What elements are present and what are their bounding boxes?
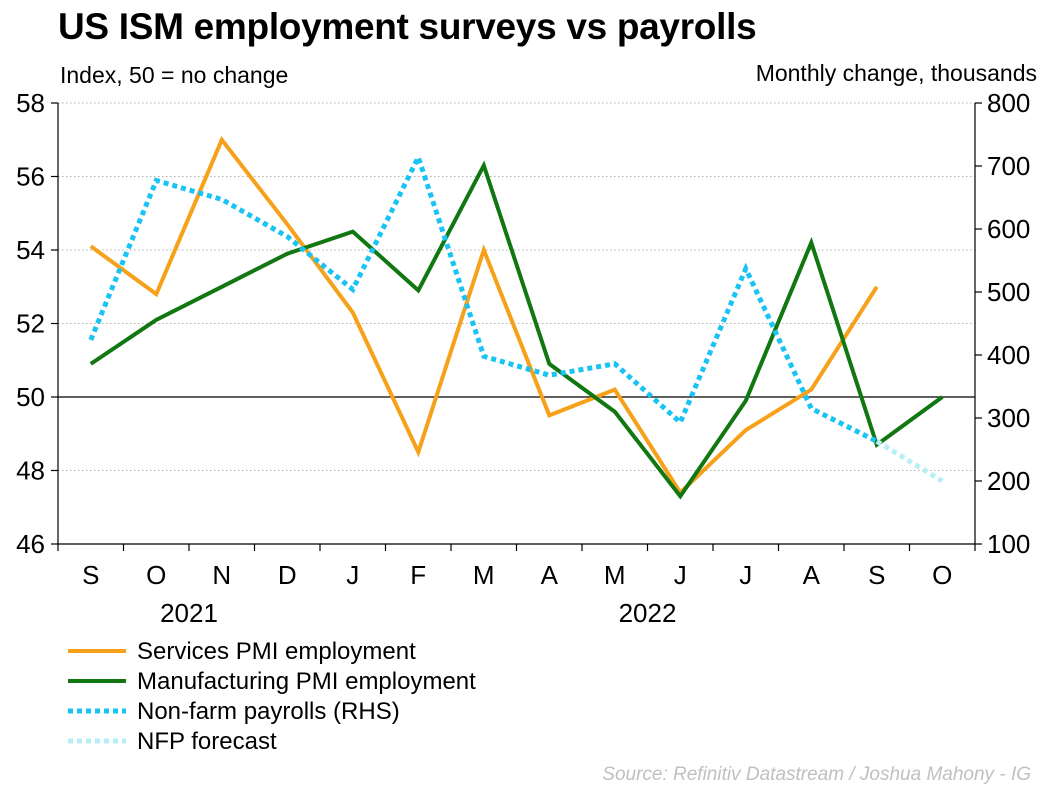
x-tick-label: A xyxy=(541,560,559,590)
x-tick-label: O xyxy=(146,560,166,590)
legend-label-non-farm-payrolls-rhs: Non-farm payrolls (RHS) xyxy=(137,698,400,725)
left-tick-label: 46 xyxy=(16,529,45,559)
left-axis-unit-label: Index, 50 = no change xyxy=(60,62,289,88)
right-tick-label: 500 xyxy=(987,277,1030,307)
series-line-manufacturing-pmi-employment xyxy=(89,160,944,500)
right-tick-label: 400 xyxy=(987,340,1030,370)
series-line-non-farm-payrolls-rhs xyxy=(88,150,878,444)
legend-label-services-pmi-employment: Services PMI employment xyxy=(137,638,416,665)
left-tick-label: 50 xyxy=(16,382,45,412)
x-tick-label: D xyxy=(278,560,297,590)
series-lines xyxy=(88,135,944,500)
right-tick-label: 600 xyxy=(987,214,1030,244)
gridlines xyxy=(58,102,975,471)
x-tick-label: J xyxy=(674,560,687,590)
x-tick-label: M xyxy=(604,560,626,590)
left-tick-label: 52 xyxy=(16,309,45,339)
left-tick-label: 48 xyxy=(16,456,45,486)
left-tick-label: 58 xyxy=(16,88,45,118)
x-tick-label: J xyxy=(346,560,359,590)
legend-label-nfp-forecast: NFP forecast xyxy=(137,728,277,755)
legend: Services PMI employment Manufacturing PMI… xyxy=(68,638,476,755)
year-label: 2022 xyxy=(619,598,677,628)
x-tick-label: S xyxy=(868,560,885,590)
right-tick-label: 800 xyxy=(987,88,1030,118)
source-note: Source: Refinitiv Datastream / Joshua Ma… xyxy=(602,764,1031,785)
x-tick-label: F xyxy=(410,560,426,590)
x-tick-label: A xyxy=(803,560,821,590)
x-tick-label: J xyxy=(739,560,752,590)
year-label: 2021 xyxy=(160,598,218,628)
right-tick-label: 200 xyxy=(987,466,1030,496)
axes xyxy=(51,102,982,551)
legend-label-manufacturing-pmi-employment: Manufacturing PMI employment xyxy=(137,668,476,695)
right-axis-unit-label: Monthly change, thousands xyxy=(755,60,1037,86)
x-tick-label: M xyxy=(473,560,495,590)
left-tick-label: 54 xyxy=(16,235,45,265)
x-tick-label: N xyxy=(212,560,231,590)
right-tick-label: 300 xyxy=(987,403,1030,433)
series-line-nfp-forecast xyxy=(875,439,944,484)
x-tick-label: S xyxy=(82,560,99,590)
right-tick-label: 100 xyxy=(987,529,1030,559)
left-tick-label: 56 xyxy=(16,162,45,192)
x-tick-label: O xyxy=(932,560,952,590)
chart-title: US ISM employment surveys vs payrolls xyxy=(58,6,757,47)
series-line-services-pmi-employment xyxy=(89,135,879,496)
tick-labels: 46 48 50 52 54 56 58 100 200 300 400 500 600 700 800 S O… xyxy=(16,88,1030,628)
right-tick-label: 700 xyxy=(987,151,1030,181)
